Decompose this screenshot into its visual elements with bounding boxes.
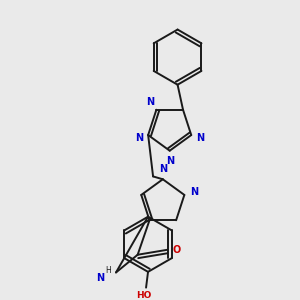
Text: N: N	[159, 164, 167, 174]
Text: N: N	[146, 97, 155, 107]
Text: N: N	[196, 133, 205, 143]
Text: N: N	[135, 133, 143, 143]
Text: N: N	[166, 156, 174, 166]
Text: N: N	[190, 187, 198, 197]
Text: O: O	[173, 245, 181, 255]
Text: N: N	[96, 273, 104, 284]
Text: H: H	[105, 266, 111, 275]
Text: HO: HO	[136, 291, 152, 300]
